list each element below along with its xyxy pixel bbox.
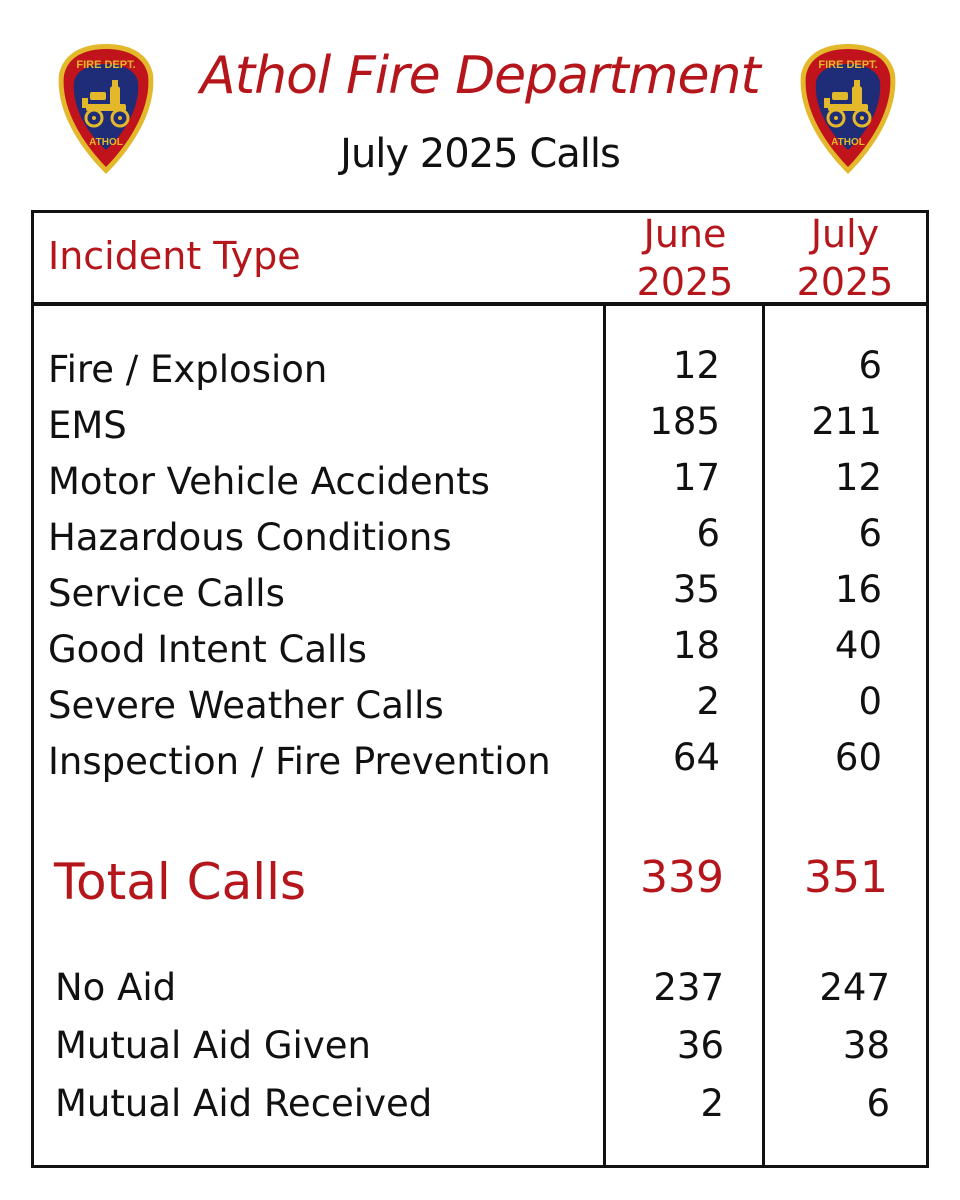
header-june-month: June xyxy=(643,212,727,256)
june-value: 2 xyxy=(700,1082,724,1125)
header-divider xyxy=(31,302,929,306)
total-june-value: 339 xyxy=(640,852,724,903)
june-value: 35 xyxy=(672,568,720,611)
fire-engine-icon xyxy=(82,80,130,128)
june-value: 2 xyxy=(696,680,720,723)
fire-engine-icon xyxy=(824,80,872,128)
july-value: 12 xyxy=(834,456,882,499)
calls-table xyxy=(31,210,929,1168)
july-value: 6 xyxy=(858,512,882,555)
header-incident-type: Incident Type xyxy=(48,234,301,278)
badge-shield-icon: FIRE DEPT. ATHOL xyxy=(800,44,896,174)
july-value: 6 xyxy=(866,1082,890,1125)
june-value: 237 xyxy=(653,966,724,1009)
june-value: 64 xyxy=(672,736,720,779)
page-title: Athol Fire Department xyxy=(200,46,761,106)
header-june-year: 2025 xyxy=(636,260,734,304)
june-value: 185 xyxy=(649,400,720,443)
total-july-value: 351 xyxy=(804,852,888,903)
incident-type-label: Good Intent Calls xyxy=(48,628,367,671)
svg-text:ATHOL: ATHOL xyxy=(831,137,865,148)
july-value: 6 xyxy=(858,344,882,387)
july-value: 38 xyxy=(842,1024,890,1067)
svg-text:ATHOL: ATHOL xyxy=(89,137,123,148)
aid-type-label: Mutual Aid Received xyxy=(55,1082,433,1125)
incident-type-label: Inspection / Fire Prevention xyxy=(48,740,551,783)
june-value: 18 xyxy=(672,624,720,667)
incident-type-label: Fire / Explosion xyxy=(48,348,328,391)
total-calls-label: Total Calls xyxy=(54,853,307,911)
july-value: 16 xyxy=(834,568,882,611)
fire-dept-badge-right: FIRE DEPT. ATHOL xyxy=(798,42,898,176)
column-divider-july xyxy=(762,306,765,1165)
incident-type-label: Hazardous Conditions xyxy=(48,516,452,559)
july-value: 40 xyxy=(834,624,882,667)
july-value: 211 xyxy=(811,400,882,443)
svg-text:FIRE DEPT.: FIRE DEPT. xyxy=(76,59,135,71)
july-value: 0 xyxy=(858,680,882,723)
fire-dept-badge-left: FIRE DEPT. ATHOL xyxy=(56,42,156,176)
june-value: 6 xyxy=(696,512,720,555)
incident-type-label: Motor Vehicle Accidents xyxy=(48,460,490,503)
header-july-year: 2025 xyxy=(796,260,894,304)
badge-shield-icon: FIRE DEPT. ATHOL xyxy=(58,44,154,174)
page-subtitle: July 2025 Calls xyxy=(340,131,621,177)
incident-type-label: Service Calls xyxy=(48,572,285,615)
june-value: 36 xyxy=(676,1024,724,1067)
svg-text:FIRE DEPT.: FIRE DEPT. xyxy=(818,59,877,71)
aid-type-label: No Aid xyxy=(55,966,177,1009)
june-value: 17 xyxy=(672,456,720,499)
aid-type-label: Mutual Aid Given xyxy=(55,1024,371,1067)
header-july-month: July xyxy=(810,212,880,256)
july-value: 60 xyxy=(834,736,882,779)
july-value: 247 xyxy=(819,966,890,1009)
column-divider-june xyxy=(603,306,606,1165)
incident-type-label: Severe Weather Calls xyxy=(48,684,444,727)
june-value: 12 xyxy=(672,344,720,387)
incident-type-label: EMS xyxy=(48,404,127,447)
